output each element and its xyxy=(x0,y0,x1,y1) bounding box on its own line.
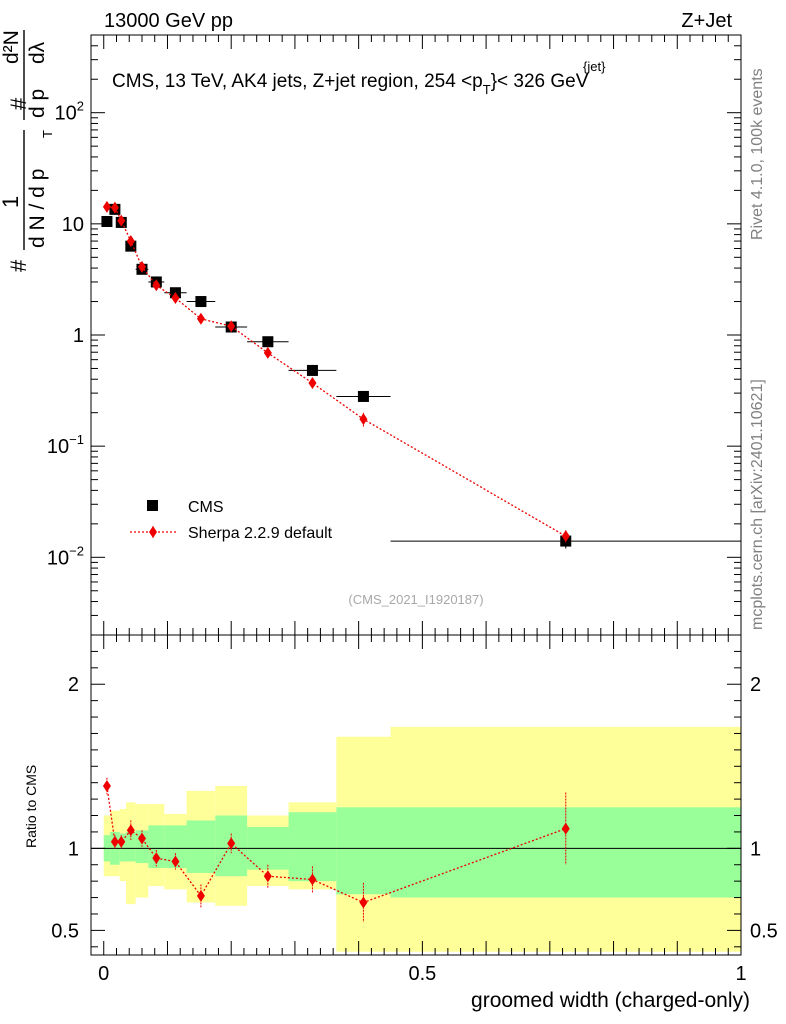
sherpa-point xyxy=(359,413,368,426)
ylabel-T: T xyxy=(40,130,55,138)
sherpa-point xyxy=(171,292,180,305)
ratio-stat-band xyxy=(148,825,165,869)
title-main: CMS, 13 TeV, AK4 jets, Z+jet region, 254… xyxy=(112,71,483,92)
legend-cms-marker xyxy=(147,500,158,511)
ratio-point xyxy=(171,855,180,868)
ratio-point xyxy=(102,779,111,792)
ylabel-d2n: d²N xyxy=(0,30,23,64)
main-panel-series xyxy=(101,200,741,549)
ratio-panel-series xyxy=(102,777,570,923)
ratio-point xyxy=(359,896,368,909)
sherpa-point xyxy=(126,235,135,248)
ylabel-hash: # xyxy=(6,259,31,272)
ratio-stat-band xyxy=(390,807,741,898)
cms-point xyxy=(101,215,113,227)
ratio-uncertainty-bands xyxy=(103,726,741,952)
y-tick-label: 1 xyxy=(73,325,84,347)
y-tick-label: 10−1 xyxy=(47,432,84,458)
ratio-y-label-left: 2 xyxy=(68,674,79,696)
ratio-point xyxy=(152,852,161,865)
ratio-stat-band xyxy=(336,807,391,895)
y-tick-label: 10 xyxy=(62,214,84,236)
ratio-point xyxy=(227,837,236,850)
ratio-stat-band xyxy=(186,820,216,873)
ylabel-dpt: d p xyxy=(26,89,49,118)
ratio-point xyxy=(561,822,570,835)
ratio-panel-axes: 0.5 0.51 12 20 0.5 1 xyxy=(51,634,778,985)
sherpa-point xyxy=(102,200,111,213)
ylabel-dlambda: dλ xyxy=(26,41,49,64)
energy-label: 13000 GeV pp xyxy=(104,10,233,32)
sherpa-point xyxy=(196,312,205,325)
cms-point xyxy=(195,296,207,308)
sherpa-point xyxy=(227,320,236,333)
y-tick-exp: −2 xyxy=(69,543,84,558)
ratio-point xyxy=(308,873,317,886)
sherpa-point xyxy=(308,376,317,389)
ylabel-one: 1 xyxy=(0,196,23,208)
legend: CMS Sherpa 2.2.9 default xyxy=(130,499,333,542)
sherpa-point xyxy=(117,214,126,227)
ylabel-dndpt: d N / d p xyxy=(26,169,49,248)
cms-point xyxy=(262,336,274,348)
ratio-y-label-left: 1 xyxy=(68,838,79,860)
legend-cms-label: CMS xyxy=(188,499,224,516)
y-tick-base: 10 xyxy=(55,103,77,125)
legend-sherpa-label: Sherpa 2.2.9 default xyxy=(188,525,333,542)
title-sub: T xyxy=(483,82,491,97)
main-title: CMS, 13 TeV, AK4 jets, Z+jet region, 254… xyxy=(112,71,589,97)
ratio-point xyxy=(110,835,119,848)
sherpa-point xyxy=(152,279,161,292)
ratio-ylabel: Ratio to CMS xyxy=(23,765,39,848)
cms-point xyxy=(306,364,318,376)
ratio-stat-band xyxy=(126,831,136,862)
ratio-stat-band xyxy=(119,833,127,862)
analysis-watermark: (CMS_2021_I1920187) xyxy=(348,592,483,607)
ylabel-num-hash: # xyxy=(6,97,31,110)
sherpa-point xyxy=(263,346,272,359)
y-tick-label: 102 xyxy=(55,99,84,125)
ratio-y-label-right: 2 xyxy=(750,674,761,696)
main-ylabel: # 1 d N / d p T # d²N d p dλ xyxy=(0,30,55,272)
ratio-frame xyxy=(90,634,742,956)
xaxis-label: groomed width (charged-only) xyxy=(471,989,750,1012)
ratio-y-label-left: 0.5 xyxy=(51,920,79,942)
ratio-point xyxy=(137,832,146,845)
sherpa-line xyxy=(106,206,567,537)
ratio-point xyxy=(196,889,205,902)
rivet-version-label: Rivet 4.1.0, 100k events xyxy=(749,68,766,240)
cms-point xyxy=(357,390,369,402)
ratio-stat-band xyxy=(164,825,187,869)
y-tick-exp: −1 xyxy=(69,432,84,447)
ratio-point xyxy=(117,835,126,848)
title-tail: }< 326 GeV xyxy=(491,71,589,92)
x-tick-label: 0.5 xyxy=(408,963,436,985)
title-sup: {jet} xyxy=(583,59,606,74)
y-tick-base: 10 xyxy=(47,436,69,458)
ratio-y-label-right: 0.5 xyxy=(750,920,778,942)
y-tick-label: 10−2 xyxy=(47,543,84,569)
sherpa-point xyxy=(137,260,146,273)
mcplots-site-label: mcplots.cern.ch [arXiv:2401.10621] xyxy=(749,379,766,630)
y-tick-base: 10 xyxy=(47,547,69,569)
ratio-y-label-right: 1 xyxy=(750,838,761,860)
x-tick-label: 0 xyxy=(98,963,109,985)
process-label: Z+Jet xyxy=(681,10,732,32)
x-tick-label: 1 xyxy=(735,963,746,985)
ratio-point xyxy=(126,824,135,837)
y-tick-exp: 2 xyxy=(77,99,84,114)
sherpa-point xyxy=(110,201,119,214)
sherpa-point xyxy=(561,530,570,543)
ratio-point xyxy=(263,870,272,883)
main-frame xyxy=(90,34,742,636)
